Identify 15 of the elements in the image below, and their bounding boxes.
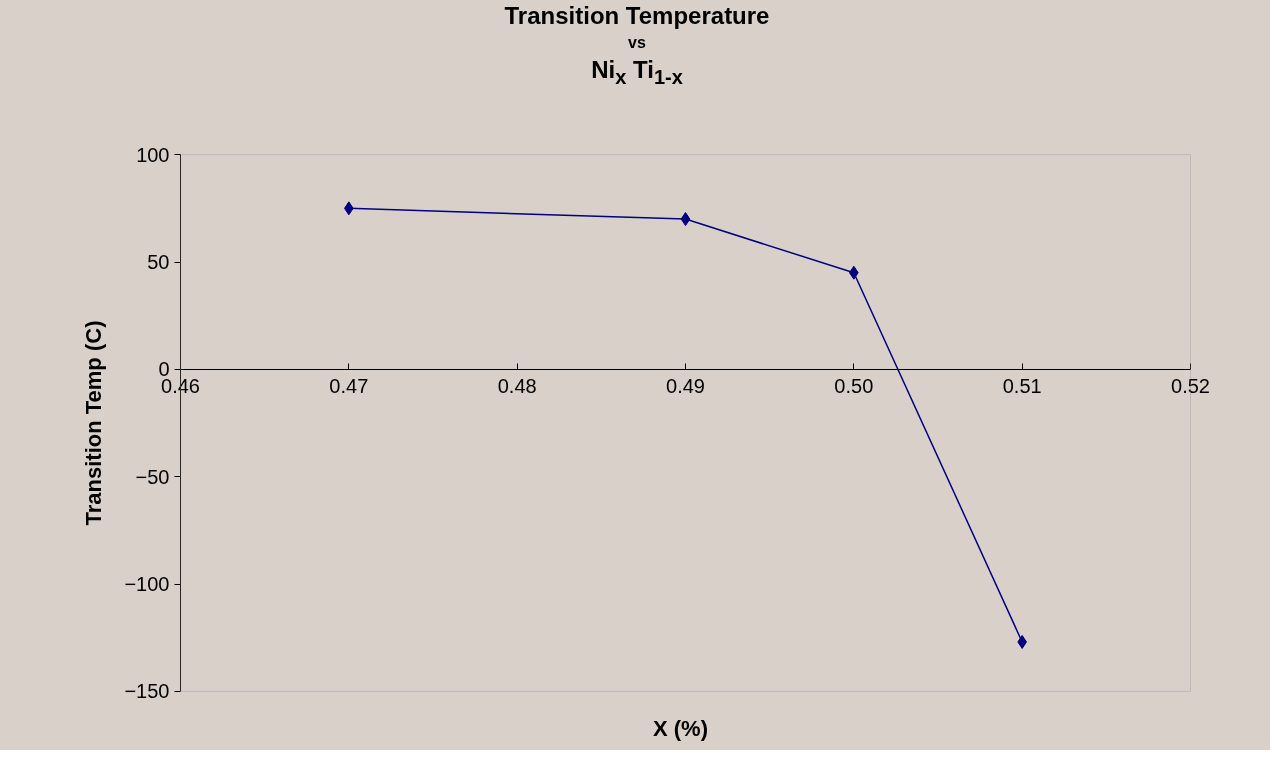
x-tick-label: 0.49 — [666, 375, 705, 398]
chart-title: Transition Temperature vs Ni$_{x}$ Ti$_{1-x}$ — [503, 1, 771, 90]
y-tick-label: −50 — [135, 465, 170, 488]
y-tick-label: 50 — [147, 251, 170, 273]
x-tick-label: 0.48 — [497, 375, 537, 398]
x-tick-label: 0.51 — [1002, 375, 1042, 398]
x-tick-label: 0.47 — [329, 375, 369, 398]
x-tick-label: 0.52 — [1171, 375, 1210, 398]
y-axis-title: Transition Temp (C) — [80, 320, 106, 526]
y-tick-label: −100 — [124, 573, 170, 595]
y-tick-label: −150 — [124, 680, 170, 703]
x-tick-label: 0.50 — [834, 375, 874, 398]
y-tick-label: 100 — [136, 143, 170, 166]
point — [680, 212, 691, 227]
x-axis-title: X (%) — [653, 715, 708, 741]
